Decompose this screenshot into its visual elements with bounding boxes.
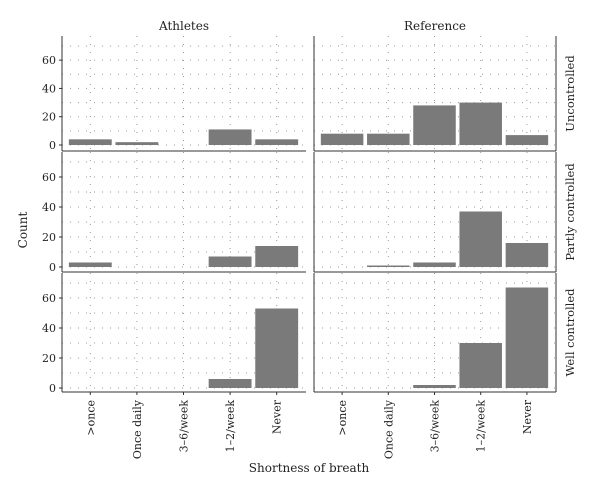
y-tick-label: 20 — [42, 111, 56, 124]
x-axis-title: Shortness of breath — [249, 461, 370, 475]
bar-athletes-partly-controlled-1-2-week — [208, 256, 252, 267]
y-tick-label: 40 — [42, 82, 56, 95]
plot-area: 0 20 40 60 0 20 40 60 0 20 40 60 Athletes Reference Un… — [42, 19, 577, 459]
bar-reference-uncontrolled-once-daily — [367, 133, 410, 145]
x-tick-label-3-6-week: 3–6/week — [429, 400, 442, 453]
row-label-partly-controlled: Partly controlled — [563, 163, 577, 261]
y-tick-label: 60 — [42, 171, 56, 184]
bar-reference-well-controlled-never — [505, 287, 549, 388]
panel-grid — [62, 36, 306, 151]
panel-grid — [62, 273, 306, 392]
x-tick-label-once: >once — [336, 400, 349, 436]
bar-reference-uncontrolled-3-6-week — [413, 105, 456, 145]
bar-athletes-well-controlled-1-2-week — [208, 379, 252, 388]
bar-reference-uncontrolled-1-2-week — [459, 102, 502, 145]
bar-reference-well-controlled-3-6-week — [413, 385, 456, 388]
bar-athletes-uncontrolled-once — [68, 139, 112, 145]
bar-athletes-uncontrolled-once-daily — [115, 142, 159, 145]
column-title-athletes: Athletes — [158, 19, 209, 33]
y-tick-label: 60 — [42, 54, 56, 67]
y-tick-label: 0 — [49, 139, 56, 152]
y-tick-label: 0 — [49, 382, 56, 395]
bar-reference-partly-controlled-1-2-week — [459, 211, 502, 267]
x-tick-label-once-daily: Once daily — [131, 399, 144, 459]
x-tick-label-once-daily: Once daily — [382, 399, 395, 459]
bar-reference-uncontrolled-once — [320, 133, 364, 145]
bar-athletes-uncontrolled-never — [255, 139, 299, 145]
bar-reference-uncontrolled-never — [505, 135, 549, 145]
bar-reference-partly-controlled-never — [505, 243, 549, 267]
bar-reference-partly-controlled-3-6-week — [413, 262, 456, 267]
y-tick-label: 0 — [49, 261, 56, 274]
bar-reference-partly-controlled-once-daily — [367, 265, 410, 267]
x-tick-label-1-2-week: 1–2/week — [224, 400, 237, 453]
panel-grid — [314, 273, 556, 392]
bar-athletes-well-controlled-never — [255, 308, 299, 388]
bar-athletes-partly-controlled-never — [255, 246, 299, 267]
row-label-well-controlled: Well controlled — [563, 288, 577, 377]
bar-reference-well-controlled-1-2-week — [459, 343, 502, 388]
x-tick-label-never: Never — [271, 399, 284, 434]
y-tick-label: 60 — [42, 292, 56, 305]
x-tick-label-1-2-week: 1–2/week — [475, 400, 488, 453]
y-axis-title: Count — [16, 211, 30, 248]
row-label-uncontrolled: Uncontrolled — [563, 55, 577, 132]
bar-athletes-uncontrolled-1-2-week — [208, 129, 252, 145]
y-tick-label: 40 — [42, 322, 56, 335]
bar-athletes-partly-controlled-once — [68, 262, 112, 267]
y-tick-label: 20 — [42, 231, 56, 244]
y-tick-label: 40 — [42, 201, 56, 214]
x-tick-label-once: >once — [84, 400, 97, 436]
column-title-reference: Reference — [404, 19, 466, 33]
x-tick-label-never: Never — [521, 399, 534, 434]
x-tick-label-3-6-week: 3–6/week — [178, 400, 191, 453]
y-tick-label: 20 — [42, 352, 56, 365]
